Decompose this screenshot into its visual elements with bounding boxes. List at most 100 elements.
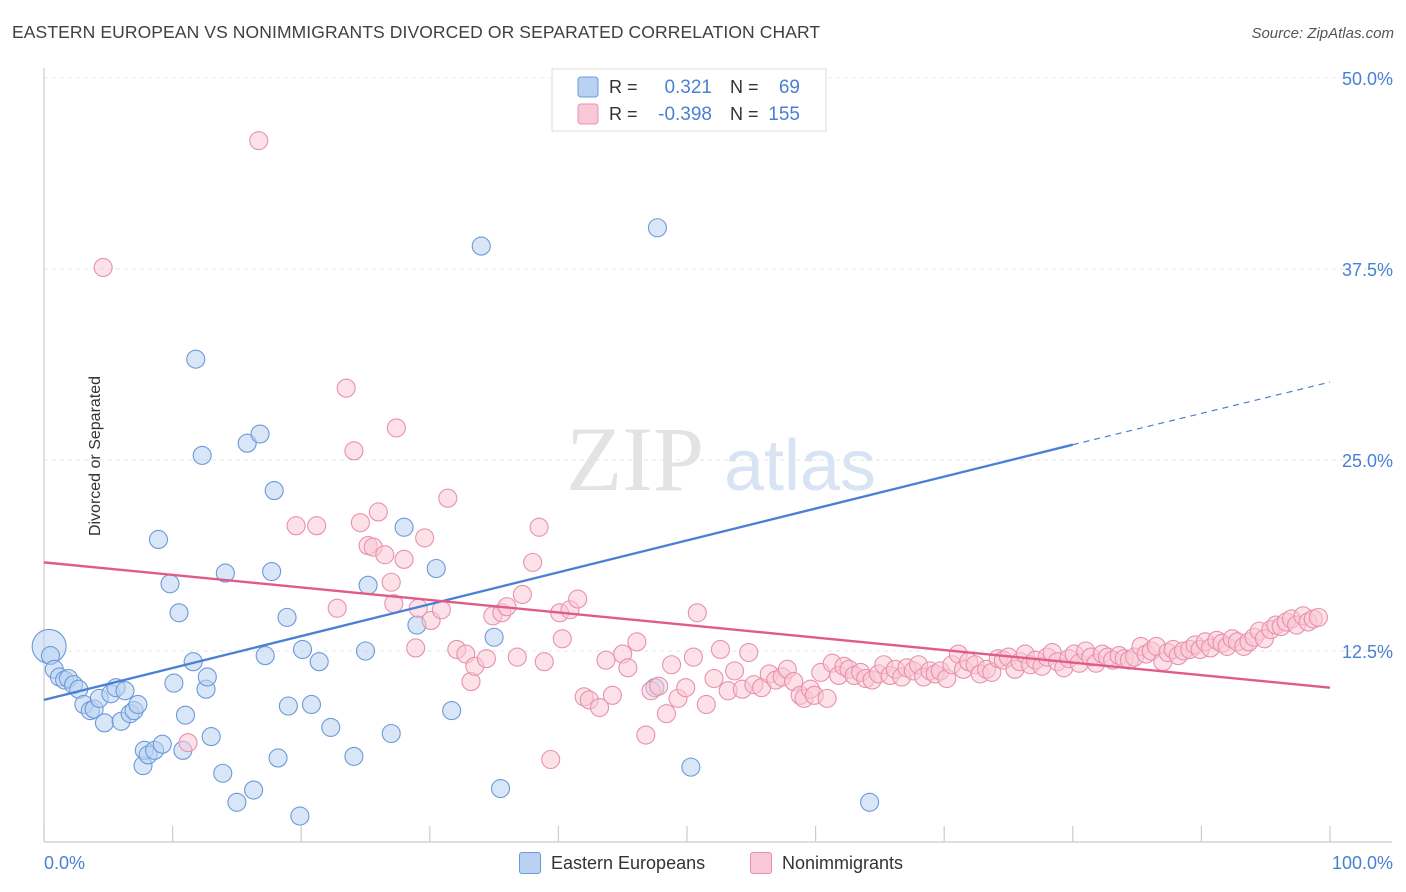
point-eastern-european xyxy=(290,806,310,826)
y-tick-label: 50.0% xyxy=(1342,69,1393,89)
point-nonimmigrant xyxy=(656,704,676,724)
point-nonimmigrant xyxy=(381,572,401,592)
point-nonimmigrant xyxy=(627,632,647,652)
point-nonimmigrant xyxy=(590,697,610,718)
point-nonimmigrant xyxy=(739,642,759,663)
chart-title: EASTERN EUROPEAN VS NONIMMIGRANTS DIVORC… xyxy=(12,22,821,42)
point-eastern-european xyxy=(250,424,270,444)
legend-item-eastern-europeans: Eastern Europeans xyxy=(519,852,705,874)
y-tick-label: 25.0% xyxy=(1342,451,1393,471)
trend-line-extension xyxy=(1072,381,1331,446)
point-eastern-european xyxy=(192,445,212,465)
point-nonimmigrant xyxy=(696,694,716,715)
point-nonimmigrant xyxy=(649,676,669,696)
legend-r-label: R = xyxy=(609,104,638,124)
y-tick-label: 37.5% xyxy=(1342,260,1393,280)
point-eastern-european xyxy=(201,727,221,747)
point-eastern-european xyxy=(160,574,180,594)
point-eastern-european xyxy=(94,713,114,733)
point-nonimmigrant xyxy=(662,655,682,675)
point-eastern-european xyxy=(169,603,189,623)
point-nonimmigrant xyxy=(178,733,198,753)
watermark-zip: ZIP xyxy=(566,408,704,510)
point-nonimmigrant xyxy=(602,685,622,705)
point-nonimmigrant xyxy=(368,502,388,522)
point-eastern-european xyxy=(484,627,504,647)
point-eastern-european xyxy=(152,734,172,754)
watermark: ZIP atlas xyxy=(566,408,876,510)
legend-n-label: N = xyxy=(730,77,759,97)
point-nonimmigrant xyxy=(336,378,356,398)
point-eastern-european xyxy=(264,481,284,501)
point-eastern-european xyxy=(344,746,364,766)
point-nonimmigrant xyxy=(529,517,549,537)
trend-lines xyxy=(43,381,1331,702)
point-eastern-european xyxy=(278,696,298,716)
point-eastern-european xyxy=(255,646,275,666)
point-nonimmigrant xyxy=(817,688,837,708)
point-eastern-european xyxy=(321,717,341,737)
point-eastern-european xyxy=(244,780,264,800)
point-nonimmigrant xyxy=(710,639,730,660)
legend-r-value: -0.398 xyxy=(658,104,712,125)
point-nonimmigrant xyxy=(394,549,414,569)
point-eastern-european xyxy=(381,723,401,744)
point-nonimmigrant xyxy=(307,516,327,536)
point-eastern-european xyxy=(115,681,135,701)
watermark-atlas: atlas xyxy=(724,426,876,506)
point-eastern-european xyxy=(213,763,233,783)
point-eastern-european xyxy=(681,757,701,777)
point-nonimmigrant xyxy=(93,257,113,278)
point-nonimmigrant xyxy=(596,650,616,670)
legend-top: R = 0.321 N = 69 R = -0.398 N = 155 xyxy=(551,68,827,132)
point-eastern-european xyxy=(309,652,329,672)
point-nonimmigrant xyxy=(618,658,638,678)
point-eastern-european xyxy=(647,218,667,238)
point-nonimmigrant xyxy=(676,678,696,698)
point-nonimmigrant xyxy=(507,647,527,667)
point-nonimmigrant xyxy=(725,661,745,681)
point-nonimmigrant xyxy=(541,749,561,770)
point-nonimmigrant xyxy=(327,598,347,618)
point-nonimmigrant xyxy=(386,418,406,438)
point-eastern-european xyxy=(301,694,322,715)
point-nonimmigrant xyxy=(286,516,306,536)
point-eastern-european xyxy=(128,694,148,715)
point-nonimmigrant xyxy=(415,528,435,548)
legend-swatch-blue xyxy=(577,76,599,98)
point-eastern-european xyxy=(471,236,491,256)
point-nonimmigrant xyxy=(512,584,532,605)
point-nonimmigrant xyxy=(568,589,588,609)
legend-item-nonimmigrants: Nonimmigrants xyxy=(750,852,903,874)
point-eastern-european xyxy=(426,558,446,579)
legend-label: Eastern Europeans xyxy=(551,852,706,873)
point-nonimmigrant xyxy=(636,725,656,745)
point-eastern-european xyxy=(164,673,184,693)
point-eastern-european xyxy=(394,517,414,537)
point-nonimmigrant xyxy=(476,649,496,669)
point-nonimmigrant xyxy=(344,441,364,461)
point-eastern-european xyxy=(490,778,511,799)
legend-n-value: 69 xyxy=(779,77,800,98)
point-eastern-european xyxy=(227,792,247,812)
point-nonimmigrant xyxy=(406,638,426,658)
point-nonimmigrant xyxy=(687,603,707,623)
legend-r-value: 0.321 xyxy=(664,77,712,98)
point-nonimmigrant xyxy=(249,131,269,151)
point-eastern-european xyxy=(197,667,217,687)
point-nonimmigrant xyxy=(683,647,703,667)
source-label: Source: ZipAtlas.com xyxy=(1251,25,1394,42)
point-nonimmigrant xyxy=(534,652,554,672)
point-eastern-european xyxy=(860,792,880,812)
x-tick-label: 100.0% xyxy=(1332,853,1393,873)
point-eastern-european xyxy=(358,575,378,595)
point-eastern-european xyxy=(237,433,257,453)
point-eastern-european xyxy=(262,561,282,582)
point-eastern-european xyxy=(148,529,169,550)
legend-n-label: N = xyxy=(730,104,759,124)
trend-line-nonimmigrant xyxy=(43,561,1331,689)
point-eastern-european xyxy=(277,607,297,627)
point-eastern-european xyxy=(215,563,235,583)
point-nonimmigrant xyxy=(1308,607,1328,627)
